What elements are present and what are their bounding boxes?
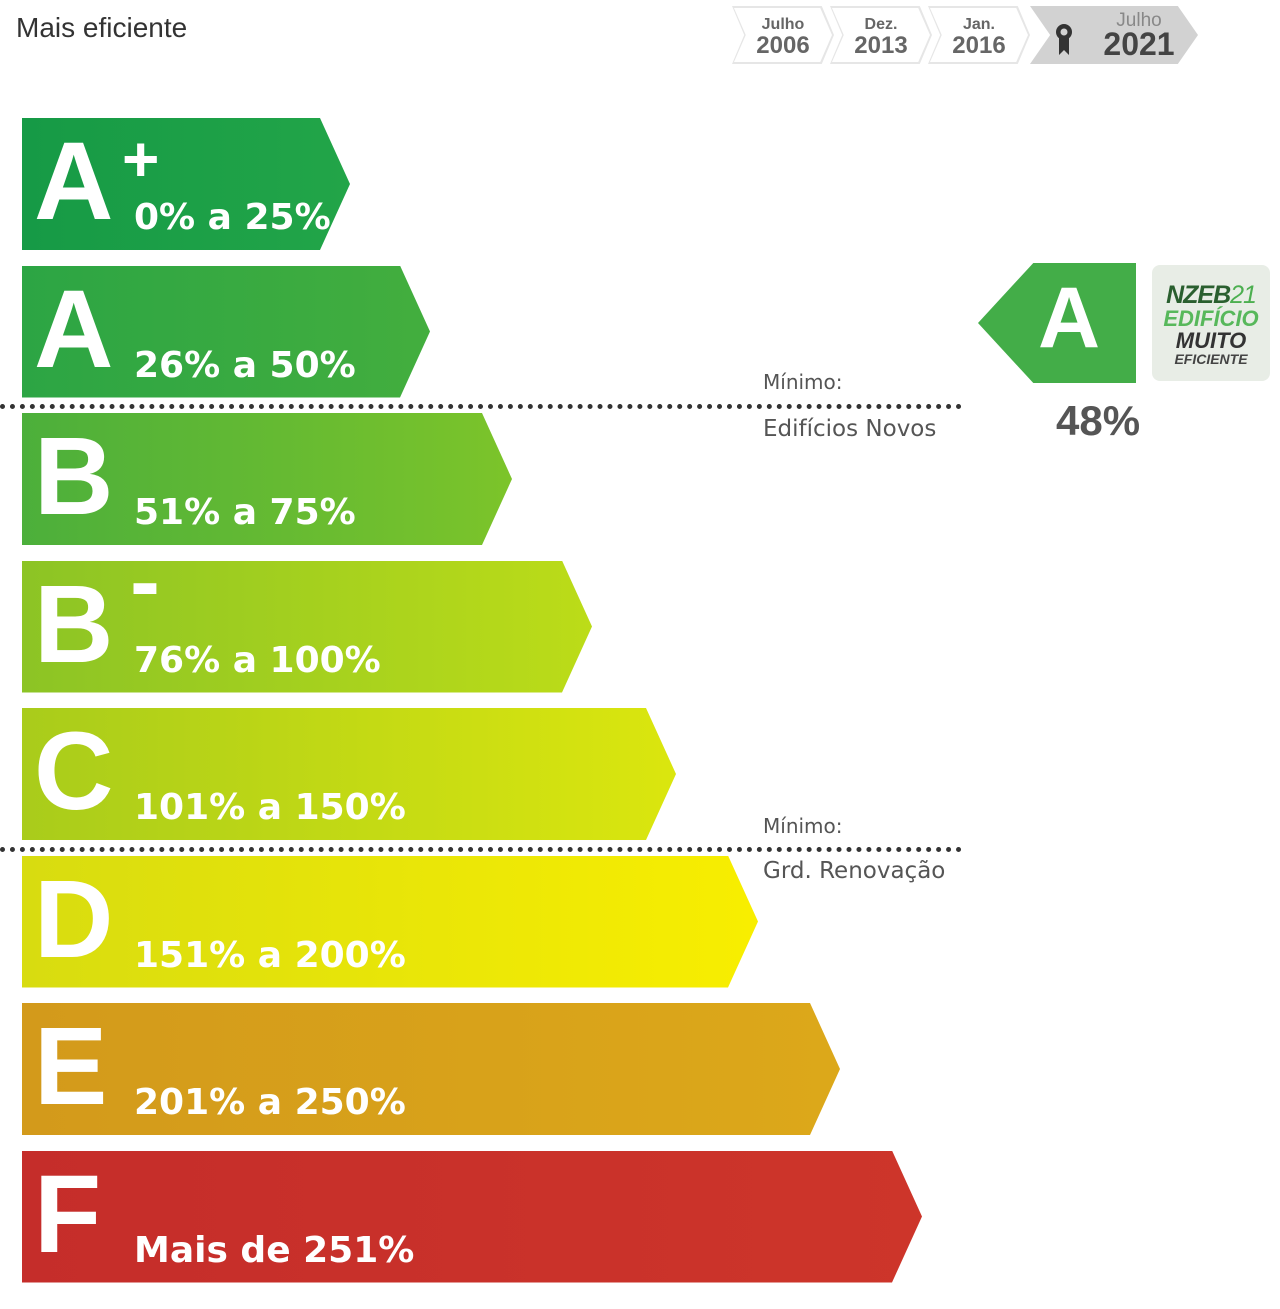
class-range: 101% a 150% bbox=[134, 787, 406, 828]
timeline-step-2021[interactable]: Julho 2021 bbox=[1030, 6, 1198, 64]
badge-text: 21 bbox=[1230, 281, 1257, 309]
class-letter: B bbox=[34, 562, 114, 686]
energy-class-bar-f: F Mais de 251% bbox=[22, 1151, 922, 1283]
timeline-step-2013[interactable]: Dez. 2013 bbox=[830, 6, 932, 64]
threshold-line-renovation bbox=[0, 847, 962, 852]
timeline-year: 2021 bbox=[1103, 26, 1175, 62]
class-range: 201% a 250% bbox=[134, 1082, 406, 1123]
class-range: 0% a 25% bbox=[134, 197, 331, 238]
badge-text: EDIFÍCIO bbox=[1163, 306, 1259, 331]
timeline-step-2016[interactable]: Jan. 2016 bbox=[928, 6, 1030, 64]
current-rating-value: 48% bbox=[1056, 397, 1141, 444]
class-range: 76% a 100% bbox=[134, 639, 381, 681]
class-letter: D bbox=[34, 857, 114, 981]
threshold-sublabel: Edifícios Novos bbox=[763, 416, 937, 442]
threshold-label: Mínimo: bbox=[763, 370, 843, 394]
nzeb-badge: NZEB21 EDIFÍCIO MUITO EFICIENTE bbox=[1152, 265, 1270, 381]
timeline-month: Julho bbox=[1116, 10, 1162, 31]
most-efficient-label: Mais eficiente bbox=[16, 12, 188, 43]
badge-text: EFICIENTE bbox=[1174, 351, 1248, 367]
energy-class-bar-b: B 51% a 75% bbox=[22, 413, 512, 545]
timeline-year: 2013 bbox=[854, 32, 908, 59]
class-letter: C bbox=[34, 710, 114, 833]
threshold-label: Mínimo: bbox=[763, 814, 843, 838]
class-letter: A bbox=[34, 267, 114, 391]
badge-text: NZEB bbox=[1166, 281, 1231, 309]
energy-class-bar-b-minus: B -76% a 100% bbox=[22, 561, 592, 693]
timeline-step-2006[interactable]: Julho 2006 bbox=[732, 6, 834, 64]
class-letter: F bbox=[34, 1152, 102, 1276]
timeline-year: 2016 bbox=[952, 32, 1006, 59]
class-range: 151% a 200% bbox=[134, 934, 406, 976]
class-suffix: + bbox=[122, 123, 160, 195]
timeline-month: Julho bbox=[761, 16, 805, 33]
class-letter: A bbox=[34, 120, 114, 243]
class-range: 26% a 50% bbox=[134, 344, 356, 386]
energy-class-bar-d: D 151% a 200% bbox=[22, 856, 758, 988]
class-suffix: - bbox=[130, 531, 160, 632]
timeline-month: Dez. bbox=[864, 16, 898, 33]
class-range: Mais de 251% bbox=[134, 1229, 415, 1271]
timeline-month: Jan. bbox=[962, 16, 995, 33]
badge-text: MUITO bbox=[1175, 328, 1247, 353]
threshold-line-new-buildings bbox=[0, 404, 962, 409]
current-rating-letter: A bbox=[1038, 270, 1101, 366]
class-letter: E bbox=[34, 1005, 108, 1128]
energy-class-bar-e: E 201% a 250% bbox=[22, 1003, 840, 1135]
class-range: 51% a 75% bbox=[134, 492, 356, 533]
threshold-sublabel: Grd. Renovação bbox=[763, 858, 946, 884]
award-ribbon-icon bbox=[1056, 24, 1072, 55]
energy-class-bar-a-plus: A +0% a 25% bbox=[22, 118, 350, 250]
timeline-year: 2006 bbox=[756, 32, 810, 59]
class-letter: B bbox=[34, 415, 114, 538]
current-rating-arrow: A bbox=[978, 263, 1136, 383]
energy-class-bar-c: C 101% a 150% bbox=[22, 708, 676, 840]
energy-class-bar-a: A 26% a 50% bbox=[22, 266, 430, 398]
